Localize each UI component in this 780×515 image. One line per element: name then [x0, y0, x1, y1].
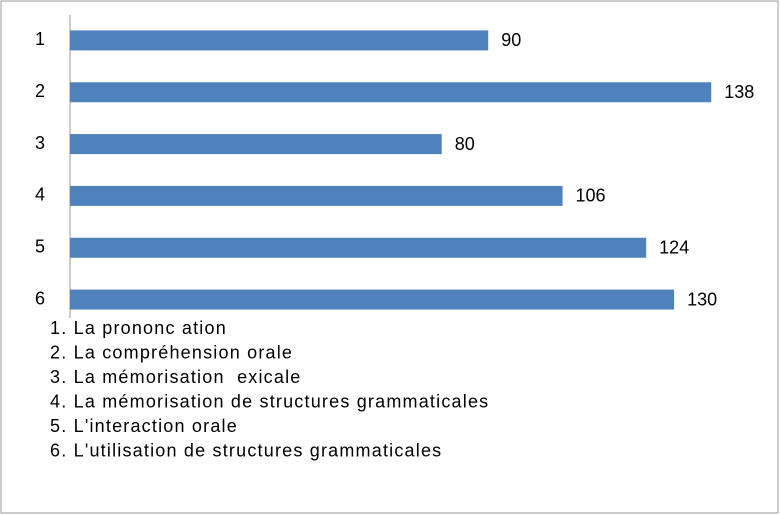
- legend-note: 4. La mémorisation de structures grammat…: [50, 391, 489, 411]
- legend-note: 1. La prononc ation: [50, 318, 227, 338]
- y-tick-label: 4: [35, 185, 45, 205]
- bar: [70, 289, 675, 310]
- y-tick-label: 6: [35, 288, 45, 308]
- data-label: 124: [659, 238, 689, 258]
- bar: [70, 30, 489, 51]
- data-label: 90: [501, 30, 521, 50]
- y-tick-label: 2: [35, 81, 45, 101]
- data-label: 138: [724, 82, 754, 102]
- legend-note: 2. La compréhension orale: [50, 342, 293, 362]
- y-tick-label: 3: [35, 133, 45, 153]
- bar: [70, 82, 712, 103]
- y-tick-label: 1: [35, 29, 45, 49]
- data-label: 106: [576, 186, 606, 206]
- legend-note: 6. L'utilisation de structures grammatic…: [50, 440, 442, 460]
- bar: [70, 185, 563, 206]
- legend-note: 3. La mémorisation exicale: [50, 367, 302, 387]
- bar: [70, 237, 647, 258]
- bar: [70, 134, 442, 155]
- data-label: 130: [687, 289, 717, 309]
- legend-note: 5. L'interaction orale: [50, 416, 238, 436]
- data-label: 80: [455, 134, 475, 154]
- y-tick-label: 5: [35, 237, 45, 257]
